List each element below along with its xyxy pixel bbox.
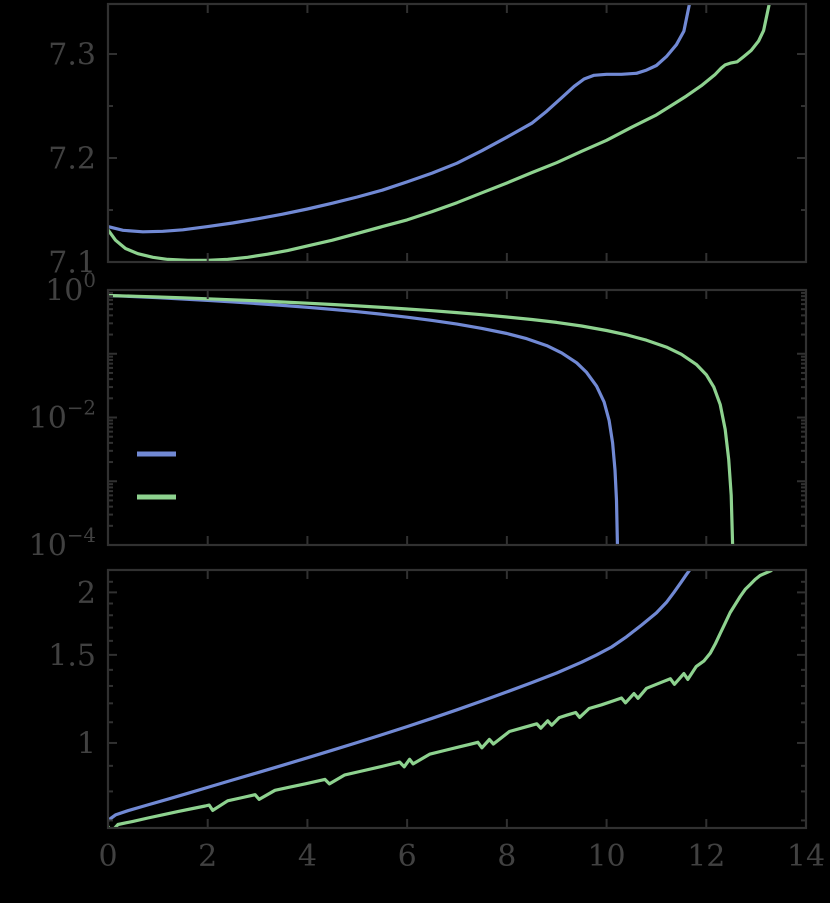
x-tick-label: 4	[298, 839, 317, 874]
y-tick-label: 7.1	[48, 246, 96, 281]
bottom-panel-series	[108, 570, 773, 828]
green-curve	[108, 293, 735, 545]
y-tick-label: 10−2	[29, 397, 96, 437]
y-tick-label: 100	[45, 269, 96, 309]
top-panel-frame	[106, 2, 808, 264]
top-panel: 7.1 7.2 7.3	[48, 2, 808, 281]
bottom-panel-frame	[106, 568, 808, 830]
bottom-panel-ticks	[107, 570, 807, 828]
blue-curve	[108, 570, 692, 822]
blue-curve	[108, 293, 620, 545]
x-tick-label: 10	[587, 839, 625, 874]
y-tick-label: 10−4	[29, 524, 96, 564]
blue-curve	[108, 4, 692, 234]
y-tick-label: 2	[77, 576, 96, 611]
top-panel-series	[108, 4, 771, 262]
y-tick-label: 7.2	[48, 142, 96, 177]
middle-panel-legend	[137, 451, 176, 500]
y-tick-label: 7.3	[48, 38, 96, 73]
top-panel-ticks	[107, 4, 807, 263]
middle-panel: 100 10−2 10−4	[29, 269, 808, 564]
x-tick-label: 12	[687, 839, 725, 874]
x-tick-label: 2	[198, 839, 217, 874]
green-curve	[108, 570, 773, 828]
y-tick-label: 1	[77, 726, 96, 761]
middle-panel-ticks	[107, 289, 807, 546]
bottom-panel: 1 1.5 2 0 2 4 6 8 10 12 14	[48, 568, 825, 874]
x-tick-label: 8	[497, 839, 516, 874]
x-tick-label: 6	[398, 839, 417, 874]
x-tick-label: 14	[787, 839, 825, 874]
x-tick-label: 0	[98, 839, 117, 874]
green-curve	[108, 4, 771, 262]
middle-panel-series	[108, 293, 735, 545]
middle-panel-frame	[106, 288, 808, 547]
y-tick-label: 1.5	[48, 638, 96, 673]
